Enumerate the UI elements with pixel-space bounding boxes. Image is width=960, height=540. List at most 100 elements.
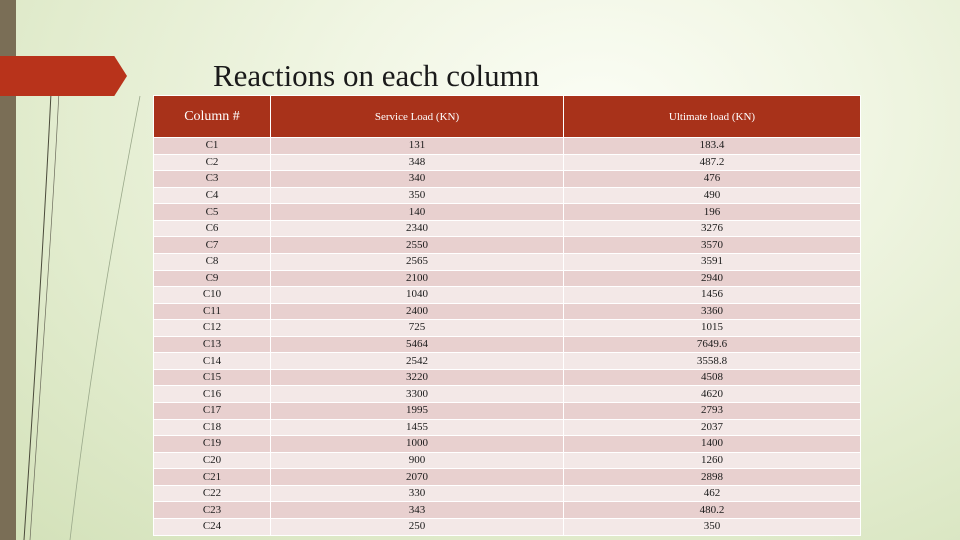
column-id-cell: C6: [153, 220, 271, 238]
service-load-cell: 1995: [270, 402, 564, 420]
column-id-cell: C14: [153, 352, 271, 370]
table-row: C4 350 490: [153, 187, 861, 205]
table-row: C20 900 1260: [153, 452, 861, 470]
ultimate-load-cell: 1456: [563, 286, 861, 304]
service-load-cell: 5464: [270, 336, 564, 354]
table-row: C9 2100 2940: [153, 270, 861, 288]
column-id-cell: C23: [153, 501, 271, 519]
ultimate-load-cell: 1015: [563, 319, 861, 337]
column-id-cell: C2: [153, 154, 271, 172]
table-header-row: Column # Service Load (KN) Ultimate load…: [153, 95, 861, 138]
ultimate-load-cell: 4620: [563, 385, 861, 403]
table-row: C19 1000 1400: [153, 435, 861, 453]
column-id-cell: C10: [153, 286, 271, 304]
ultimate-load-cell: 7649.6: [563, 336, 861, 354]
ultimate-load-cell: 2037: [563, 419, 861, 437]
table-row: C10 1040 1456: [153, 286, 861, 304]
slide-title: Reactions on each column: [213, 58, 540, 93]
column-id-cell: C7: [153, 236, 271, 254]
service-load-cell: 3300: [270, 385, 564, 403]
column-id-cell: C15: [153, 369, 271, 387]
ultimate-load-cell: 4508: [563, 369, 861, 387]
ultimate-load-cell: 2793: [563, 402, 861, 420]
table-row: C13 5464 7649.6: [153, 336, 861, 354]
service-load-cell: 348: [270, 154, 564, 172]
table-row: C23 343 480.2: [153, 501, 861, 519]
column-id-cell: C19: [153, 435, 271, 453]
ultimate-load-cell: 487.2: [563, 154, 861, 172]
table-row: C12 725 1015: [153, 319, 861, 337]
column-id-cell: C20: [153, 452, 271, 470]
column-id-cell: C24: [153, 518, 271, 536]
column-id-cell: C11: [153, 303, 271, 321]
ultimate-load-cell: 476: [563, 170, 861, 188]
column-id-cell: C13: [153, 336, 271, 354]
service-load-cell: 340: [270, 170, 564, 188]
ultimate-load-cell: 490: [563, 187, 861, 205]
header-service-load: Service Load (KN): [270, 95, 564, 138]
ultimate-load-cell: 3276: [563, 220, 861, 238]
table-row: C21 2070 2898: [153, 468, 861, 486]
service-load-cell: 140: [270, 203, 564, 221]
column-id-cell: C16: [153, 385, 271, 403]
table-row: C11 2400 3360: [153, 303, 861, 321]
ultimate-load-cell: 3558.8: [563, 352, 861, 370]
header-column-number: Column #: [153, 95, 271, 138]
service-load-cell: 2340: [270, 220, 564, 238]
service-load-cell: 2550: [270, 236, 564, 254]
left-edge-bar: [0, 0, 16, 540]
service-load-cell: 350: [270, 187, 564, 205]
ultimate-load-cell: 196: [563, 203, 861, 221]
service-load-cell: 1455: [270, 419, 564, 437]
service-load-cell: 2070: [270, 468, 564, 486]
header-ultimate-load: Ultimate load (KN): [563, 95, 861, 138]
table-row: C2 348 487.2: [153, 154, 861, 172]
service-load-cell: 2400: [270, 303, 564, 321]
ultimate-load-cell: 350: [563, 518, 861, 536]
reactions-table: Column # Service Load (KN) Ultimate load…: [153, 95, 861, 536]
service-load-cell: 725: [270, 319, 564, 337]
table-row: C3 340 476: [153, 170, 861, 188]
table-row: C8 2565 3591: [153, 253, 861, 271]
table-row: C14 2542 3558.8: [153, 352, 861, 370]
service-load-cell: 250: [270, 518, 564, 536]
table-row: C24 250 350: [153, 518, 861, 536]
service-load-cell: 900: [270, 452, 564, 470]
service-load-cell: 3220: [270, 369, 564, 387]
ultimate-load-cell: 3570: [563, 236, 861, 254]
ultimate-load-cell: 1400: [563, 435, 861, 453]
column-id-cell: C17: [153, 402, 271, 420]
table-row: C5 140 196: [153, 203, 861, 221]
service-load-cell: 131: [270, 137, 564, 155]
service-load-cell: 343: [270, 501, 564, 519]
column-id-cell: C12: [153, 319, 271, 337]
column-id-cell: C4: [153, 187, 271, 205]
service-load-cell: 1000: [270, 435, 564, 453]
column-id-cell: C1: [153, 137, 271, 155]
column-id-cell: C5: [153, 203, 271, 221]
service-load-cell: 2542: [270, 352, 564, 370]
column-id-cell: C9: [153, 270, 271, 288]
column-id-cell: C8: [153, 253, 271, 271]
table-row: C6 2340 3276: [153, 220, 861, 238]
table-row: C18 1455 2037: [153, 419, 861, 437]
ultimate-load-cell: 183.4: [563, 137, 861, 155]
service-load-cell: 330: [270, 485, 564, 503]
ultimate-load-cell: 2940: [563, 270, 861, 288]
column-id-cell: C18: [153, 419, 271, 437]
service-load-cell: 2100: [270, 270, 564, 288]
table-row: C22 330 462: [153, 485, 861, 503]
service-load-cell: 1040: [270, 286, 564, 304]
ultimate-load-cell: 480.2: [563, 501, 861, 519]
ultimate-load-cell: 3360: [563, 303, 861, 321]
ultimate-load-cell: 462: [563, 485, 861, 503]
ultimate-load-cell: 2898: [563, 468, 861, 486]
table-row: C16 3300 4620: [153, 385, 861, 403]
table-row: C15 3220 4508: [153, 369, 861, 387]
table-row: C1 131 183.4: [153, 137, 861, 155]
column-id-cell: C22: [153, 485, 271, 503]
table-row: C7 2550 3570: [153, 236, 861, 254]
column-id-cell: C21: [153, 468, 271, 486]
ultimate-load-cell: 1260: [563, 452, 861, 470]
ultimate-load-cell: 3591: [563, 253, 861, 271]
